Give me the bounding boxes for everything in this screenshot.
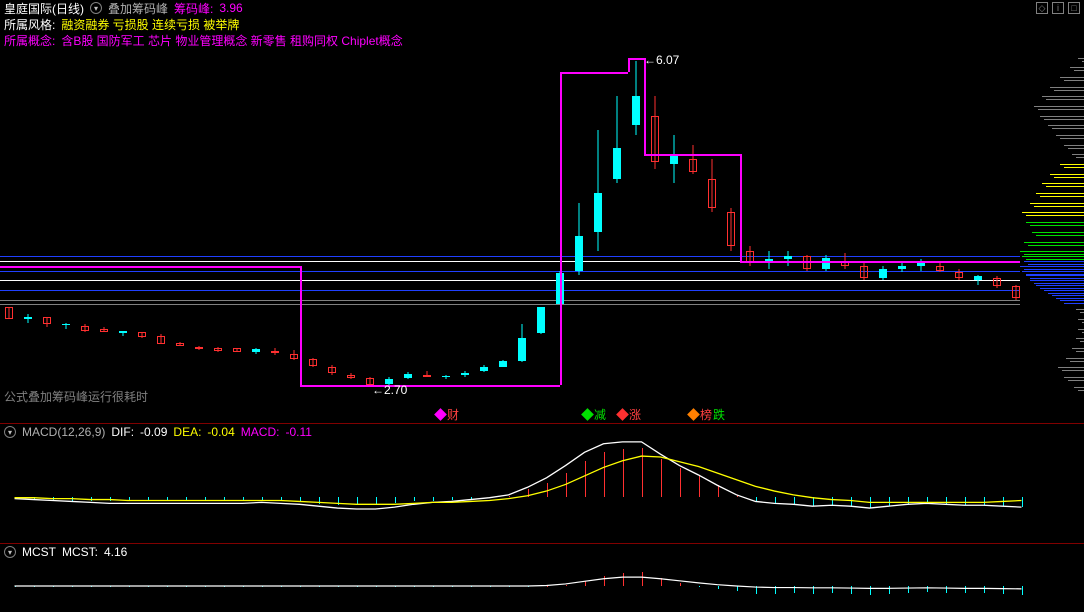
macd-val-label: MACD: bbox=[241, 425, 280, 439]
stock-title: 皇庭国际(日线) bbox=[4, 0, 84, 17]
candle[interactable] bbox=[499, 48, 507, 406]
candle[interactable] bbox=[575, 48, 583, 406]
candle[interactable] bbox=[594, 48, 602, 406]
dif-label: DIF: bbox=[111, 425, 134, 439]
chevron-down-icon[interactable]: ▾ bbox=[4, 546, 16, 558]
candle[interactable] bbox=[955, 48, 963, 406]
candle[interactable] bbox=[803, 48, 811, 406]
header-row-1: 皇庭国际(日线) ▾ 叠加筹码峰 筹码峰: 3.96 bbox=[0, 0, 1084, 16]
candle[interactable] bbox=[290, 48, 298, 406]
candle[interactable] bbox=[461, 48, 469, 406]
candle[interactable] bbox=[632, 48, 640, 406]
candle[interactable] bbox=[119, 48, 127, 406]
candle[interactable] bbox=[366, 48, 374, 406]
mcst-panel: ▾ MCST MCST: 4.16 bbox=[0, 544, 1084, 612]
chevron-down-icon[interactable]: ▾ bbox=[4, 426, 16, 438]
candle[interactable] bbox=[43, 48, 51, 406]
candle[interactable] bbox=[974, 48, 982, 406]
dif-value: -0.09 bbox=[140, 425, 167, 439]
candle[interactable] bbox=[1012, 48, 1020, 406]
footer-jian: 减 bbox=[583, 406, 606, 423]
candle[interactable] bbox=[480, 48, 488, 406]
macd-val: -0.11 bbox=[285, 425, 311, 439]
candle[interactable] bbox=[537, 48, 545, 406]
macd-label: MACD(12,26,9) bbox=[22, 425, 105, 439]
peak-label: 筹码峰: bbox=[174, 0, 213, 17]
candle[interactable] bbox=[176, 48, 184, 406]
settings-icon[interactable]: ◇ bbox=[1036, 2, 1048, 14]
candle[interactable] bbox=[328, 48, 336, 406]
candle[interactable] bbox=[24, 48, 32, 406]
candle[interactable] bbox=[347, 48, 355, 406]
header-row-3: 所属概念: 含B股 国防军工 芯片 物业管理概念 新零售 租购同权 Chiple… bbox=[0, 32, 1084, 48]
peak-value: 3.96 bbox=[219, 1, 242, 15]
mcst-chart-area[interactable] bbox=[0, 560, 1084, 612]
panel-controls: ◇ i □ bbox=[1036, 2, 1080, 14]
chevron-down-icon[interactable]: ▾ bbox=[90, 2, 102, 14]
mcst-label: MCST bbox=[22, 545, 56, 559]
low-price-label: ←2.70 bbox=[372, 383, 407, 397]
mcst-val: 4.16 bbox=[104, 545, 127, 559]
candle[interactable] bbox=[727, 48, 735, 406]
candle[interactable] bbox=[670, 48, 678, 406]
candle[interactable] bbox=[689, 48, 697, 406]
style-items: 融资融券 亏损股 连续亏损 被举牌 bbox=[61, 16, 239, 33]
mcst-val-label: MCST: bbox=[62, 545, 98, 559]
candle[interactable] bbox=[613, 48, 621, 406]
dea-value: -0.04 bbox=[207, 425, 234, 439]
footer-bang: 榜 bbox=[689, 406, 712, 423]
candle[interactable] bbox=[651, 48, 659, 406]
footer-labels: 财 减 涨 榜 跌 bbox=[0, 406, 1084, 422]
candle[interactable] bbox=[708, 48, 716, 406]
candle[interactable] bbox=[841, 48, 849, 406]
candle[interactable] bbox=[993, 48, 1001, 406]
candle[interactable] bbox=[765, 48, 773, 406]
candle[interactable] bbox=[309, 48, 317, 406]
candle[interactable] bbox=[100, 48, 108, 406]
overlay-note: 公式叠加筹码峰运行很耗时 bbox=[4, 388, 148, 405]
footer-cai: 财 bbox=[436, 406, 459, 423]
dea-label: DEA: bbox=[173, 425, 201, 439]
candle[interactable] bbox=[784, 48, 792, 406]
info-icon[interactable]: i bbox=[1052, 2, 1064, 14]
candle[interactable] bbox=[898, 48, 906, 406]
main-chart-area[interactable]: ←6.07 ←2.70 bbox=[0, 48, 1084, 405]
candle[interactable] bbox=[518, 48, 526, 406]
macd-panel: ▾ MACD(12,26,9) DIF: -0.09 DEA: -0.04 MA… bbox=[0, 424, 1084, 544]
style-label: 所属风格: bbox=[4, 16, 55, 33]
footer-die: 跌 bbox=[713, 406, 725, 423]
candle[interactable] bbox=[214, 48, 222, 406]
footer-zhang: 涨 bbox=[618, 406, 641, 423]
candle[interactable] bbox=[81, 48, 89, 406]
macd-chart-area[interactable] bbox=[0, 440, 1084, 543]
candle[interactable] bbox=[822, 48, 830, 406]
candle[interactable] bbox=[404, 48, 412, 406]
candle[interactable] bbox=[271, 48, 279, 406]
macd-header: ▾ MACD(12,26,9) DIF: -0.09 DEA: -0.04 MA… bbox=[0, 424, 1084, 440]
candle[interactable] bbox=[5, 48, 13, 406]
candle[interactable] bbox=[157, 48, 165, 406]
candle[interactable] bbox=[879, 48, 887, 406]
candle[interactable] bbox=[442, 48, 450, 406]
candle[interactable] bbox=[746, 48, 754, 406]
candle[interactable] bbox=[917, 48, 925, 406]
concept-items: 含B股 国防军工 芯片 物业管理概念 新零售 租购同权 Chiplet概念 bbox=[61, 32, 402, 49]
chip-profile bbox=[1020, 48, 1084, 405]
concept-label: 所属概念: bbox=[4, 32, 55, 49]
header-row-2: 所属风格: 融资融券 亏损股 连续亏损 被举牌 bbox=[0, 16, 1084, 32]
candle[interactable] bbox=[423, 48, 431, 406]
main-price-panel: ◇ i □ 皇庭国际(日线) ▾ 叠加筹码峰 筹码峰: 3.96 所属风格: 融… bbox=[0, 0, 1084, 424]
candle[interactable] bbox=[385, 48, 393, 406]
overlay-name: 叠加筹码峰 bbox=[108, 0, 168, 17]
close-icon[interactable]: □ bbox=[1068, 2, 1080, 14]
candle[interactable] bbox=[860, 48, 868, 406]
candle[interactable] bbox=[62, 48, 70, 406]
candle[interactable] bbox=[233, 48, 241, 406]
candle[interactable] bbox=[138, 48, 146, 406]
candle[interactable] bbox=[252, 48, 260, 406]
high-price-label: ←6.07 bbox=[644, 53, 679, 67]
candle[interactable] bbox=[195, 48, 203, 406]
candle[interactable] bbox=[936, 48, 944, 406]
mcst-header: ▾ MCST MCST: 4.16 bbox=[0, 544, 1084, 560]
